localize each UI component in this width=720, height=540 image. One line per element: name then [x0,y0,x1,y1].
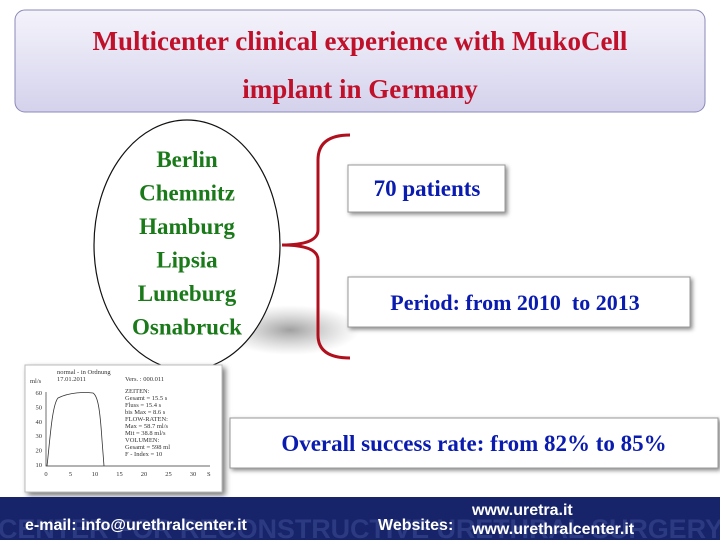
flow-ytick: 40 [36,419,43,426]
city: Osnabruck [132,315,242,340]
flow-xtick: 30 [190,471,197,478]
flow-image [24,364,223,493]
flow-info: F - Index = 10 [125,451,162,458]
period: Period: from 2010 to 2013 [390,290,640,315]
flow-curve [46,392,105,467]
brace [281,133,351,360]
flow-xtick: 15 [116,471,123,478]
fact-box [229,417,719,469]
patients: 70 patients [374,176,481,201]
flow-header: normal - in Ordnung [57,369,111,376]
city: Chemnitz [139,181,235,206]
flow-info: Gesamt = 15.5 s [125,395,168,402]
websites-label: Websites: [378,517,453,534]
flow-info: FLOW-RATEN: [125,416,168,423]
flow-info: ZEITEN: [125,388,150,395]
website: www.urethralcenter.it [471,521,635,538]
flow-ytick: 50 [36,404,43,411]
flow-header: 17.01.2011 [57,376,86,383]
flow-xtick: 0 [44,471,47,478]
flow-xtick: 20 [141,471,148,478]
flow-info: Fluss = 15.4 s [125,402,162,409]
city: Hamburg [139,214,235,239]
flow-info: Mit = 38.8 ml/s [125,430,166,437]
flow-version: Vers. : 000.011 [125,376,164,383]
watermark: CENTER FOR RECONSTRUCTIVE URETHRAL SURGE… [0,514,720,540]
website: www.uretra.it [471,502,573,519]
success-rate: Overall success rate: from 82% to 85% [281,431,666,456]
flow-ytick: 20 [36,448,43,455]
flow-ytick: 10 [36,462,43,469]
flow-info: bis Max = 8.6 s [125,409,166,416]
city: Berlin [156,147,218,172]
city: Lipsia [156,248,218,273]
flow-xunit: S [207,471,211,478]
flow-axes [45,392,210,467]
flow-xtick: 25 [165,471,172,478]
flow-ytick: 30 [36,433,43,440]
fact-box [347,276,691,328]
title: Multicenter clinical experience with Muk… [93,26,628,56]
city: Luneburg [138,281,237,306]
flow-info: Max = 58.7 ml/s [125,423,168,430]
flow-info: Gesamt = 598 ml [125,444,170,451]
flow-xtick: 10 [92,471,99,478]
title-box [14,9,706,113]
title: implant in Germany [242,74,478,104]
email: e-mail: info@urethralcenter.it [25,517,248,534]
flow-ytick: 60 [36,390,43,397]
fact-box [347,164,506,213]
flow-info: VOLUMEN: [125,437,159,444]
flow-unit: ml/s [30,378,42,385]
footer [0,497,720,540]
flow-xtick: 5 [69,471,72,478]
